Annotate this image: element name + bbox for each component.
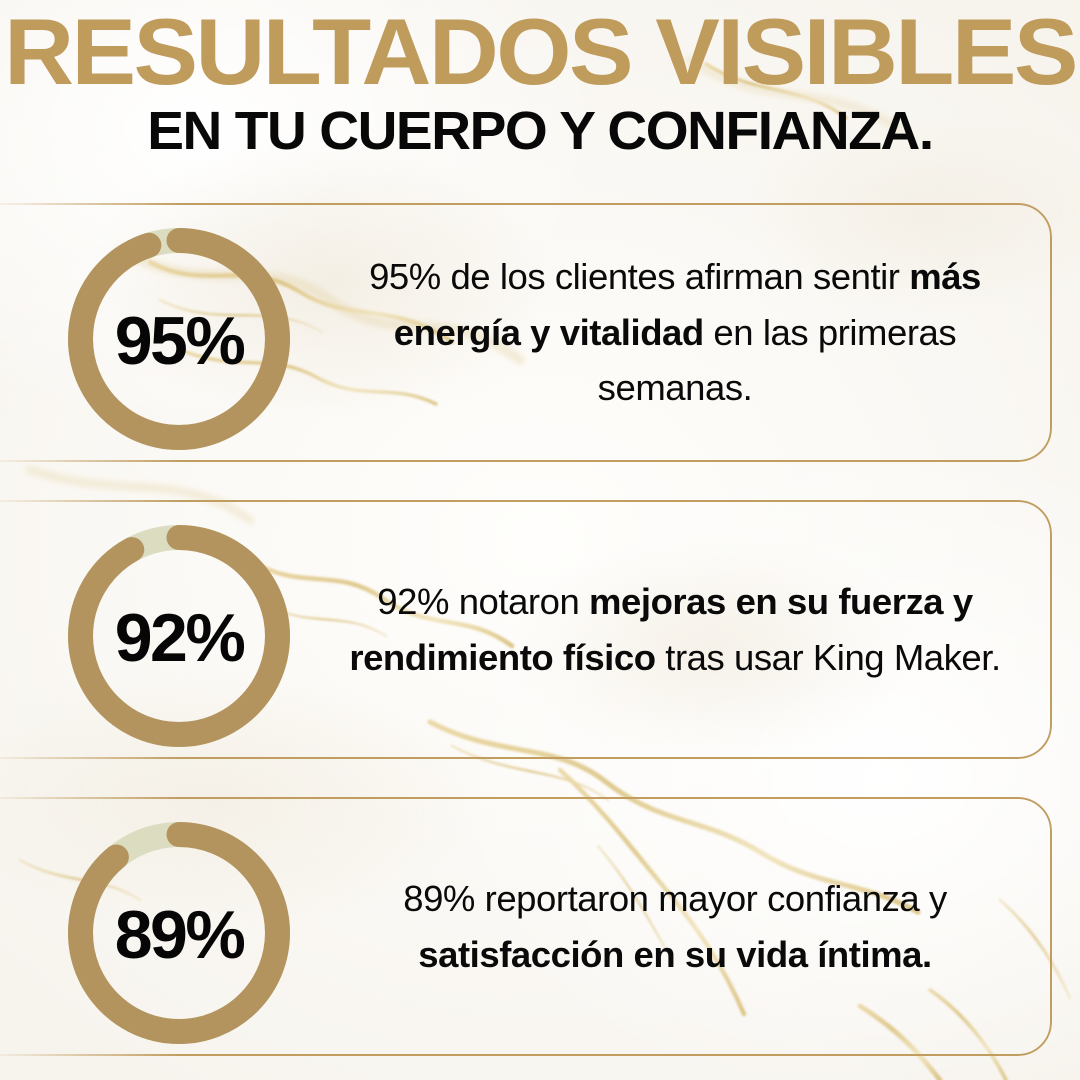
donut-progress-icon: 89% (68, 822, 290, 1044)
page-subtitle: EN TU CUERPO Y CONFIANZA. (147, 101, 934, 161)
stat-row: 95% de los clientes afirman sentir más e… (0, 190, 1080, 490)
donut-progress-icon: 92% (68, 525, 290, 747)
donut-chart-svg (68, 525, 290, 747)
stat-card (0, 500, 1052, 759)
stat-value: 89% (114, 897, 246, 973)
page-title: RESULTADOS VISIBLES (4, 0, 1078, 104)
stat-row: 92% notaron mejoras en su fuerza y rendi… (0, 487, 1080, 787)
stat-value: 92% (114, 600, 246, 676)
stat-description: 89% reportaron mayor confianza y satisfa… (403, 877, 947, 975)
donut-chart-svg (68, 228, 290, 450)
donut-progress-icon: 95% (68, 228, 290, 450)
stat-card (0, 797, 1052, 1056)
stat-description: 95% de los clientes afirman sentir más e… (369, 255, 981, 409)
stat-card (0, 203, 1052, 462)
stat-row: 89% reportaron mayor confianza y satisfa… (0, 784, 1080, 1080)
stat-description: 92% notaron mejoras en su fuerza y rendi… (349, 580, 1001, 678)
donut-chart-svg (68, 822, 290, 1044)
stat-value: 95% (114, 303, 246, 379)
